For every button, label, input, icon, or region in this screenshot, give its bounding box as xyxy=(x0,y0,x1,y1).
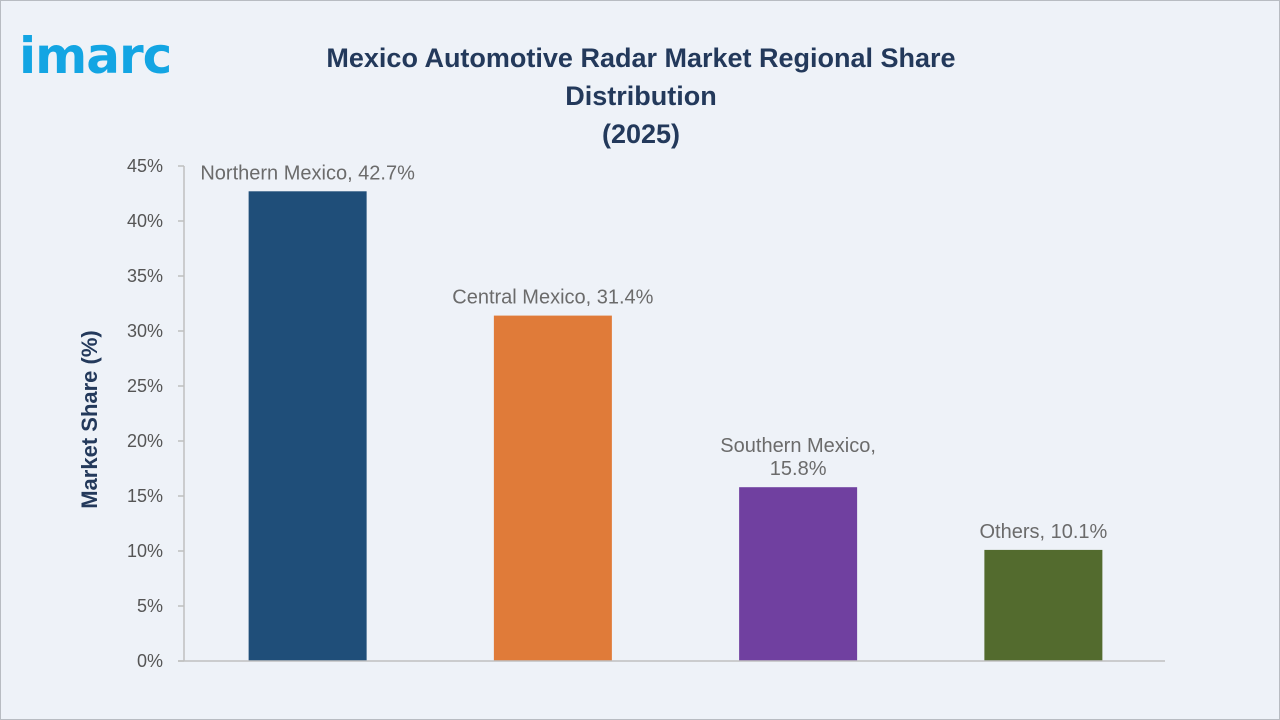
y-tick-label: 10% xyxy=(127,541,163,561)
y-axis-label: Market Share (%) xyxy=(77,330,102,509)
data-label: Northern Mexico, 42.7% xyxy=(200,162,415,184)
y-tick-label: 15% xyxy=(127,486,163,506)
y-tick-label: 0% xyxy=(137,651,163,671)
data-label: Southern Mexico, xyxy=(720,435,876,457)
data-label: Others, 10.1% xyxy=(979,521,1107,543)
y-axis-ticks: 0% 5% 10% 15% 20% 25% 30% 35% 40% 45% xyxy=(127,156,184,671)
bar-central-mexico xyxy=(493,315,612,661)
data-labels: Northern Mexico, 42.7% Central Mexico, 31… xyxy=(200,162,1107,543)
chart-title: Mexico Automotive Radar Market Regional … xyxy=(326,43,956,111)
data-label: 15.8% xyxy=(770,458,827,480)
y-tick-label: 45% xyxy=(127,156,163,176)
y-tick-label: 35% xyxy=(127,266,163,286)
y-tick-label: 5% xyxy=(137,596,163,616)
bar-northern-mexico xyxy=(248,191,367,662)
logo-text: imarc xyxy=(19,27,171,81)
bars xyxy=(248,191,1103,662)
y-tick-label: 40% xyxy=(127,211,163,231)
imarc-logo: imarc xyxy=(19,27,172,81)
bar-southern-mexico xyxy=(739,487,858,661)
y-tick-label: 20% xyxy=(127,431,163,451)
y-tick-label: 25% xyxy=(127,376,163,396)
chart-title-block: Mexico Automotive Radar Market Regional … xyxy=(291,39,991,153)
y-tick-label: 30% xyxy=(127,321,163,341)
bar-others xyxy=(984,549,1103,661)
data-label: Central Mexico, 31.4% xyxy=(452,287,653,309)
chart-subtitle: (2025) xyxy=(601,119,681,149)
